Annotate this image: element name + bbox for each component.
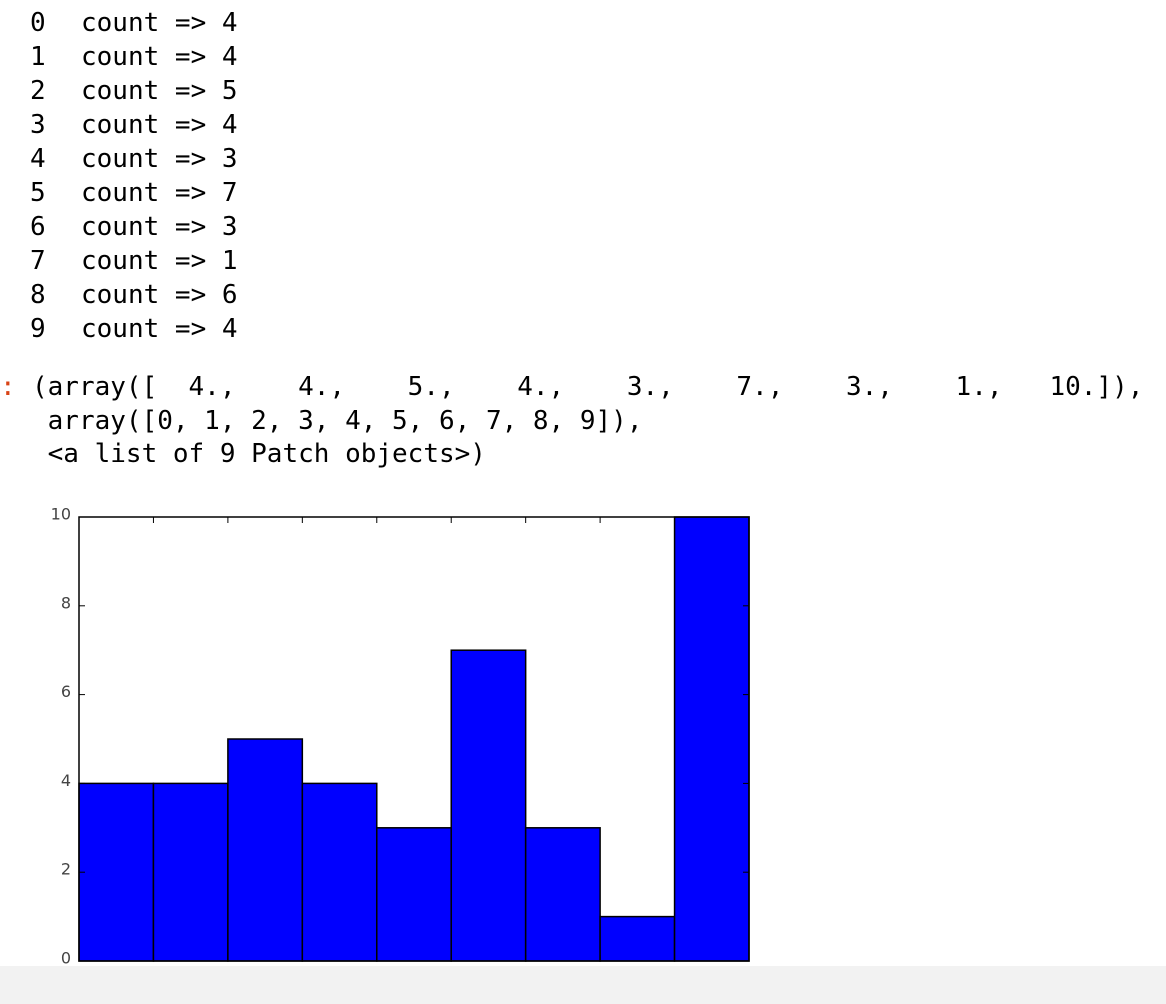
bar (78, 782, 155, 962)
bar (227, 738, 304, 962)
plot-frame (78, 516, 750, 962)
y-tick-label: 8 (61, 593, 71, 612)
bar (450, 649, 527, 962)
bar (673, 516, 750, 962)
line-text: count => 4 (81, 8, 238, 38)
line-text: count => 4 (81, 110, 238, 140)
bar (152, 782, 229, 962)
result-line: array([0, 1, 2, 3, 4, 5, 6, 7, 8, 9]), (32, 405, 643, 436)
line-text: count => 5 (81, 76, 238, 106)
line-text: count => 1 (81, 246, 238, 276)
line-index: 8 (30, 280, 46, 310)
line-index: 2 (30, 76, 46, 106)
line-index: 5 (30, 178, 46, 208)
line-index: 6 (30, 212, 46, 242)
line-index: 3 (30, 110, 46, 140)
y-tick-label: 4 (61, 771, 71, 790)
y-tick-label: 10 (51, 505, 71, 524)
bar (524, 827, 601, 962)
line-text: count => 4 (81, 42, 238, 72)
result-line: (array([ 4., 4., 5., 4., 3., 7., 3., 1.,… (32, 372, 1144, 402)
y-tick-label: 2 (61, 860, 71, 879)
line-text: count => 3 (81, 144, 238, 174)
footer-bar (0, 966, 1166, 1004)
line-text: count => 6 (81, 280, 238, 310)
line-index: 1 (30, 42, 46, 72)
line-text: count => 7 (81, 178, 238, 208)
prompt: : (0, 372, 16, 402)
line-index: 7 (30, 246, 46, 276)
y-tick-label: 6 (61, 682, 71, 701)
line-text: count => 4 (81, 314, 238, 344)
line-index: 4 (30, 144, 46, 174)
result-line: <a list of 9 Patch objects>) (32, 439, 486, 469)
line-text: count => 3 (81, 212, 238, 242)
y-tick-label: 0 (61, 949, 71, 967)
chart: 01234567890246810 (51, 505, 750, 967)
line-index: 9 (30, 314, 46, 344)
bar (301, 782, 378, 962)
bar (599, 915, 676, 962)
bar (376, 827, 452, 962)
line-index: 0 (30, 8, 46, 38)
